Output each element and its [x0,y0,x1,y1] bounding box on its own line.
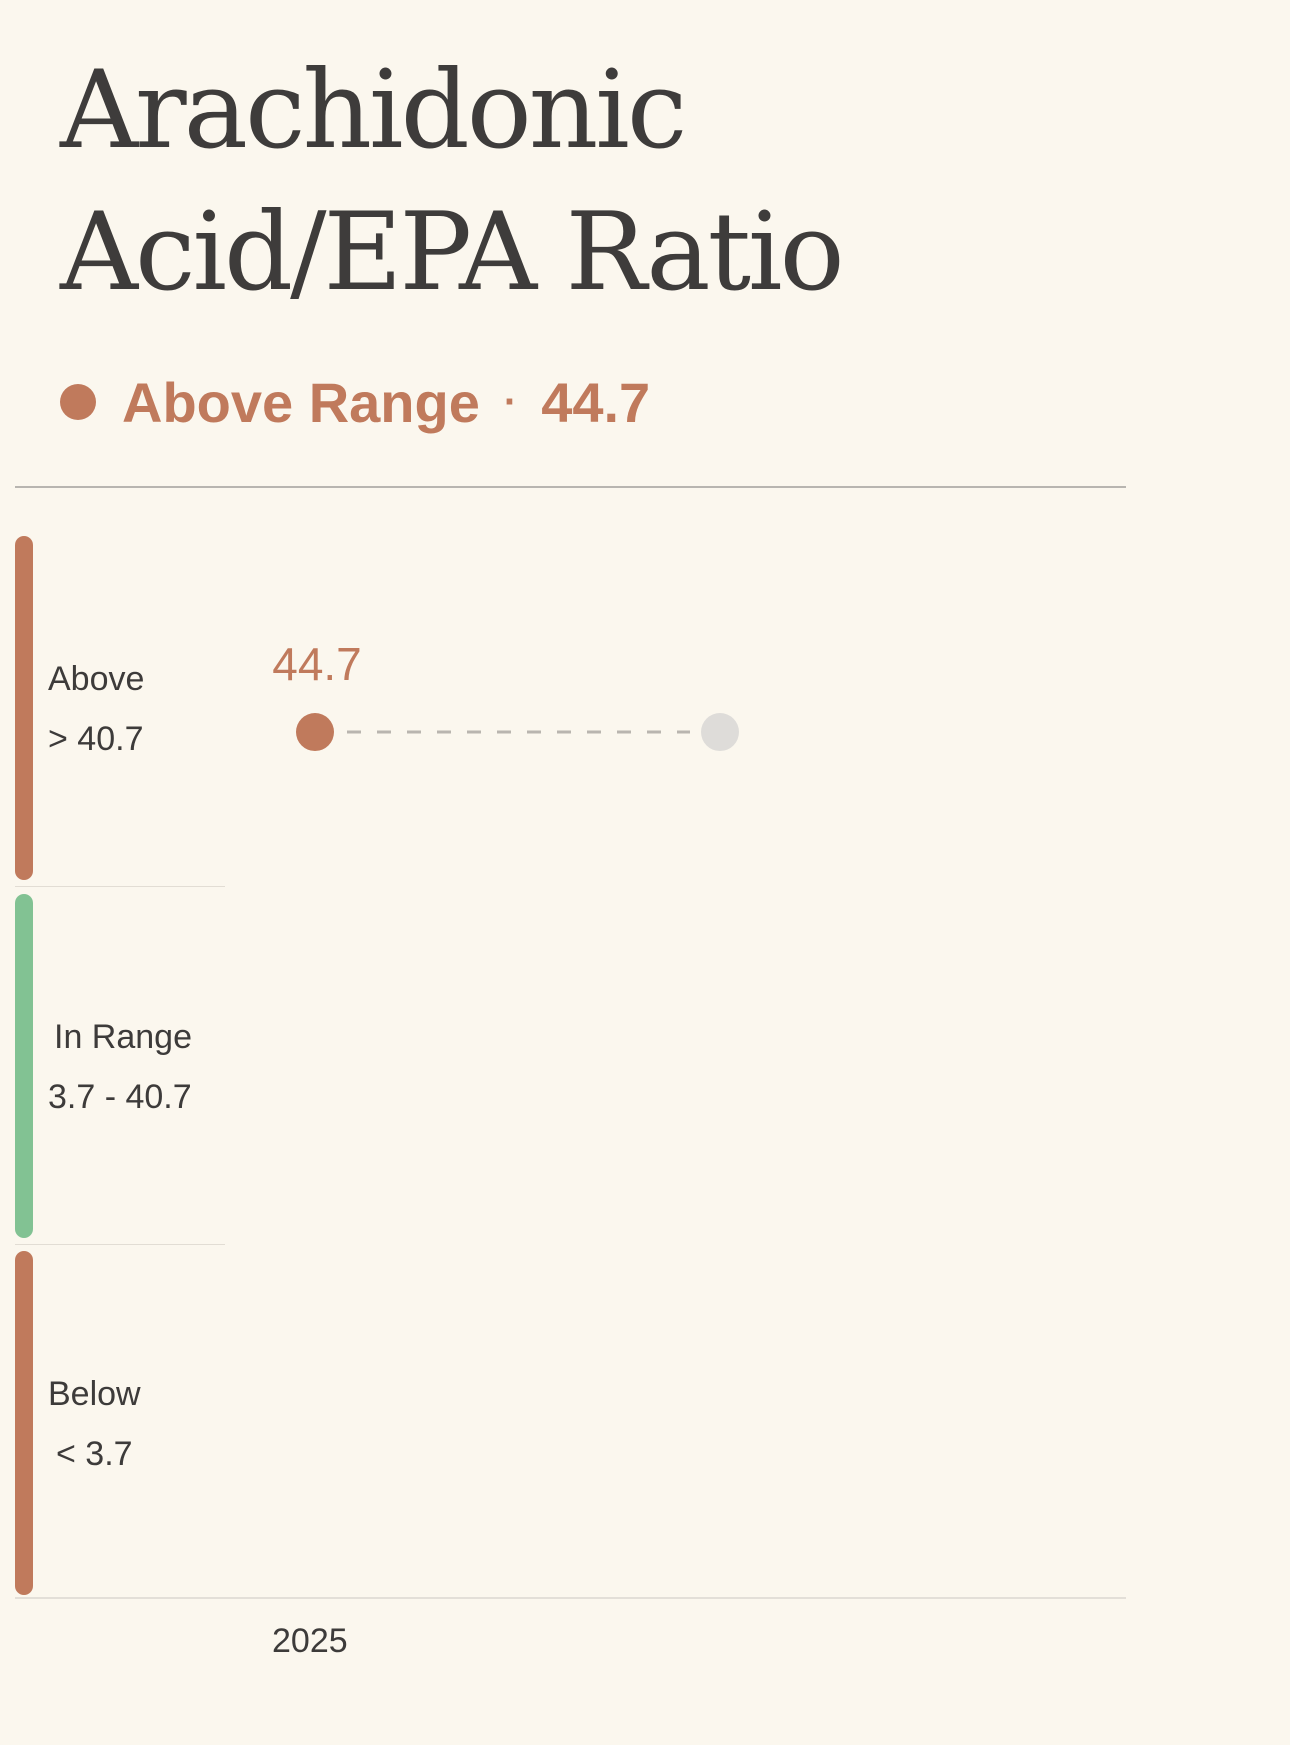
data-label: 44.7 [272,638,362,690]
status-separator: · [503,379,518,424]
zone-bar-below [15,1251,33,1595]
zone-range-below: < 3.7 [56,1435,133,1473]
status-value: 44.7 [541,370,651,434]
status-dot-icon [60,384,96,420]
status-summary: Above Range · 44.7 [60,362,650,442]
data-point[interactable] [296,713,334,752]
zone-bar-above [15,536,33,880]
zone-range-above: > 40.7 [48,720,144,758]
status-label: Above Range [122,370,480,434]
zone-name-above: Above [48,660,145,698]
zone-divider [15,886,225,887]
x-tick-label: 2025 [272,1622,348,1660]
chart-baseline [15,1597,1126,1599]
zone-name-below: Below [48,1375,141,1413]
zone-label-in-range: In Range 3.7 - 40.7 [48,1007,192,1127]
zone-name-in-range: In Range [54,1018,192,1056]
zone-range-in-range: 3.7 - 40.7 [48,1078,192,1116]
page-title: Arachidonic Acid/EPA Ratio [60,48,845,315]
zone-divider [15,1244,225,1245]
zone-label-below: Below < 3.7 [48,1364,141,1484]
placeholder-point [701,713,739,752]
header-divider [15,486,1126,488]
zone-bar-in-range [15,894,33,1238]
zone-label-above: Above > 40.7 [48,649,144,769]
